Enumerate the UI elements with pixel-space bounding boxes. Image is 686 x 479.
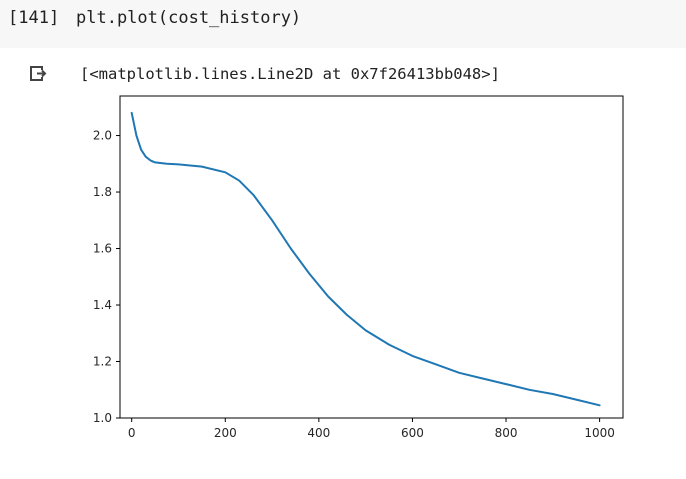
cost-history-line (130, 111, 601, 407)
x-tick-label: 800 (495, 426, 518, 440)
axes-frame (119, 95, 624, 419)
execution-count: [141] (8, 8, 60, 28)
output-arrow-icon-arrow (37, 69, 47, 78)
x-tick-label: 400 (307, 426, 330, 440)
code-editor[interactable]: plt.plot(cost_history) (76, 8, 302, 28)
line-chart: 0 200 400 600 800 1000 1.0 1.2 1.4 1.6 1.8 2.0 (93, 95, 624, 440)
x-tick-label: 600 (401, 426, 424, 440)
y-tick-label: 1.4 (93, 298, 112, 312)
y-tick-label: 2.0 (93, 129, 112, 143)
code-cell-input[interactable] (0, 0, 686, 48)
y-tick-label: 1.8 (93, 185, 112, 199)
y-tick-label: 1.0 (93, 411, 112, 425)
ticks: 0 200 400 600 800 1000 1.0 1.2 1.4 1.6 1.8 2.0 (93, 129, 615, 440)
x-tick-label: 0 (128, 426, 136, 440)
y-tick-label: 1.2 (93, 355, 112, 369)
output-text: [<matplotlib.lines.Line2D at 0x7f26413bb… (80, 65, 500, 83)
y-tick-label: 1.6 (93, 242, 112, 256)
x-tick-label: 1000 (584, 426, 615, 440)
x-tick-label: 200 (214, 426, 237, 440)
output-arrow-icon[interactable] (28, 64, 48, 84)
